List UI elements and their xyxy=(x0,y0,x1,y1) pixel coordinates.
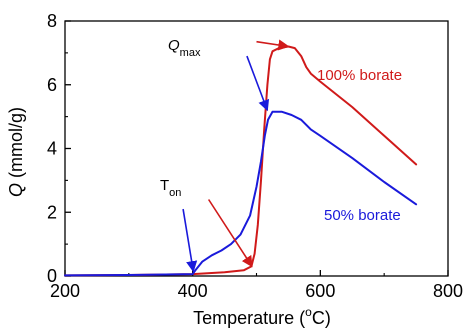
qmax-annotation-main: Q xyxy=(168,37,180,54)
ton-annotation-sub: on xyxy=(169,187,181,199)
x-tick-label: 800 xyxy=(433,281,463,301)
annotation-arrows xyxy=(182,39,290,273)
x-axis-label-suffix: C) xyxy=(312,308,331,328)
qmax-annotation: Qmax xyxy=(168,37,201,59)
y-axis-label-variable: Q xyxy=(6,183,26,197)
x-tick-label: 200 xyxy=(50,281,80,301)
annotation-arrow xyxy=(246,55,270,112)
series-line-50-borate xyxy=(64,110,418,277)
x-axis-label: Temperature (oC) xyxy=(193,305,331,328)
y-tick-label: 4 xyxy=(47,139,57,159)
y-axis-label-unit: (mmol/g) xyxy=(6,107,26,183)
series-lines xyxy=(64,45,418,277)
y-tick-label: 2 xyxy=(47,202,57,222)
series-label-100-borate: 100% borate xyxy=(317,67,402,84)
annotation-arrow xyxy=(182,208,198,273)
y-tick-label: 0 xyxy=(47,266,57,286)
qmax-annotation-sub: max xyxy=(180,47,201,59)
x-axis-label-degree: o xyxy=(305,305,312,319)
ton-annotation: Ton xyxy=(160,177,181,199)
y-axis-label: Q (mmol/g) xyxy=(6,107,26,197)
y-tick-label: 8 xyxy=(47,11,57,31)
x-axis-label-prefix: Temperature ( xyxy=(193,308,305,328)
ton-annotation-main: T xyxy=(160,177,169,194)
annotation-arrow xyxy=(256,39,290,51)
axis-ticks: 200 400 600 800 0 2 4 6 8 xyxy=(47,11,463,301)
series-line-100-borate xyxy=(64,45,418,277)
x-tick-label: 600 xyxy=(305,281,335,301)
annotation-arrow xyxy=(207,199,253,268)
series-label-50-borate: 50% borate xyxy=(324,207,401,224)
x-tick-label: 400 xyxy=(178,281,208,301)
y-tick-label: 6 xyxy=(47,75,57,95)
